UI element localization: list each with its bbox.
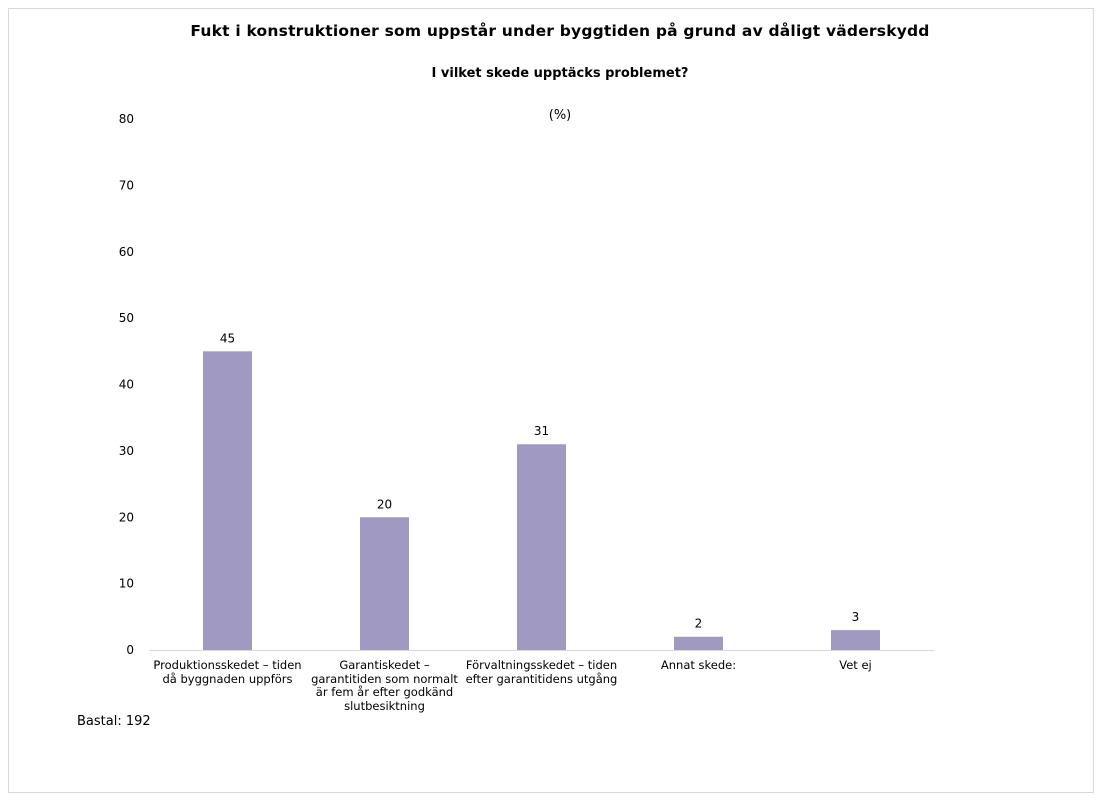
x-category-label: Förvaltningsskedet – tiden efter garanti… <box>465 658 618 686</box>
data-label: 20 <box>377 497 392 511</box>
y-tick-label: 70 <box>119 178 134 192</box>
data-label: 3 <box>852 610 860 624</box>
chart-frame <box>8 8 1094 793</box>
y-tick-label: 40 <box>119 378 134 392</box>
y-tick-label: 50 <box>119 311 134 325</box>
data-label: 45 <box>220 331 235 345</box>
y-tick-label: 30 <box>119 444 134 458</box>
y-tick-label: 80 <box>119 112 134 126</box>
y-tick-label: 20 <box>119 510 134 524</box>
y-tick-label: 0 <box>126 643 134 657</box>
bar <box>517 444 566 650</box>
chart-title: Fukt i konstruktioner som uppstår under … <box>190 22 930 40</box>
bar <box>674 636 723 650</box>
y-tick-label: 60 <box>119 245 134 259</box>
unit-label: (%) <box>548 108 572 123</box>
bar <box>203 351 252 650</box>
bar <box>831 630 880 650</box>
bar <box>360 517 409 650</box>
sample-size-note: Bastal: 192 <box>77 714 151 729</box>
x-category-label: Garantiskedet – garantitiden som normalt… <box>311 658 458 713</box>
chart-subtitle: I vilket skede upptäcks problemet? <box>431 66 689 81</box>
data-label: 2 <box>695 617 703 631</box>
y-tick-label: 10 <box>119 577 134 591</box>
data-label: 31 <box>534 424 549 438</box>
x-category-label: Annat skede: <box>660 658 737 672</box>
x-category-label: Produktionsskedet – tiden då byggnaden u… <box>153 658 302 686</box>
x-category-label: Vet ej <box>839 658 872 672</box>
